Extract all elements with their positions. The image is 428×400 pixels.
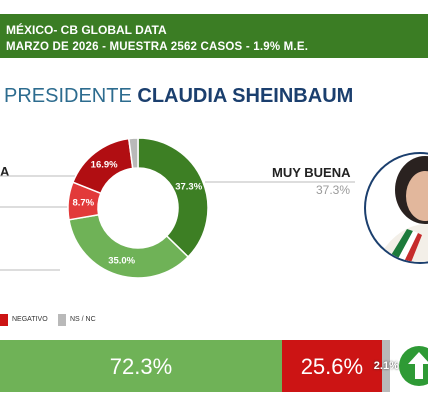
legend-swatch-nsnc	[58, 314, 66, 326]
bar-label: 72.3%	[109, 354, 173, 379]
slice-buena	[68, 213, 190, 279]
legend-negativo: NEGATIVO	[12, 316, 48, 323]
header-bar: MÉXICO- CB GLOBAL DATA MARZO DE 2026 - M…	[0, 14, 428, 58]
callout-value: 37.3%	[316, 183, 351, 197]
up-arrow-icon	[408, 352, 428, 379]
bar-negativo: 25.6%	[281, 340, 382, 392]
slice-label: 16.9%	[91, 160, 118, 171]
title-prefix: PRESIDENTE	[4, 85, 132, 107]
bar-label: 25.6%	[300, 354, 364, 379]
up-arrow-badge	[399, 346, 428, 386]
slice-label: 35.0%	[108, 256, 135, 267]
legend-swatch-negativo	[0, 314, 8, 326]
slice-label: 37.3%	[175, 182, 202, 193]
bar-positivo: 72.3%	[0, 340, 282, 392]
title-name: CLAUDIA SHEINBAUM	[137, 85, 354, 107]
left-category-label: A	[0, 164, 10, 179]
header-line-1: MÉXICO- CB GLOBAL DATA	[6, 23, 167, 37]
slice-muy-buena	[137, 137, 209, 258]
header-line-2: MARZO DE 2026 - MUESTRA 2562 CASOS - 1.9…	[6, 41, 309, 53]
slice-ns-nc	[127, 137, 139, 170]
slice-label: 8.7%	[72, 197, 94, 208]
callout-label: MUY BUENA	[272, 165, 351, 180]
legend-nsnc: NS / NC	[70, 316, 96, 323]
bar-label: 2.1%	[373, 360, 399, 372]
bar-nsnc: 2.1%	[374, 340, 399, 392]
page-title: PRESIDENTE CLAUDIA SHEINBAUM	[4, 85, 353, 108]
